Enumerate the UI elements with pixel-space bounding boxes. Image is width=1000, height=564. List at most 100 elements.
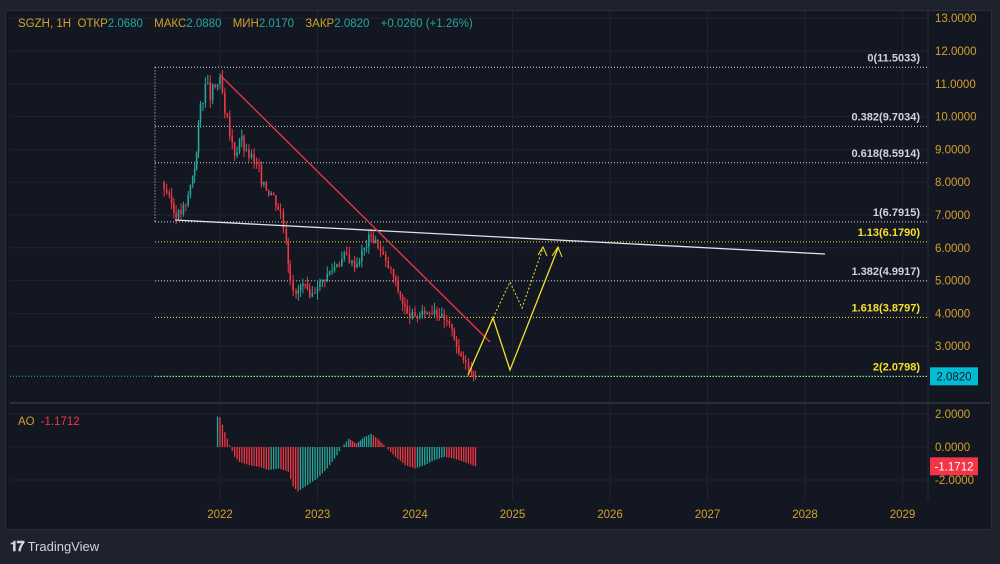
candle-body: [458, 346, 460, 353]
candle-body: [331, 270, 333, 272]
candle-body: [390, 267, 392, 269]
candle-body: [397, 280, 399, 292]
candle-body: [311, 292, 314, 297]
candle-body: [221, 77, 224, 93]
candle-body: [338, 264, 341, 266]
candle-body: [426, 312, 428, 314]
projection-path: [467, 247, 559, 376]
candle-body: [431, 313, 433, 315]
candle-body: [177, 210, 180, 219]
open-value: 2.0680: [107, 18, 143, 30]
candle-body: [470, 369, 473, 373]
ao-value-label: -1.1712: [934, 461, 973, 473]
price-tick-label: 10.0000: [935, 112, 977, 124]
candle-body: [377, 239, 379, 248]
candle-body: [308, 288, 311, 297]
ao-tick-label: -2.0000: [935, 475, 974, 487]
candle-body: [295, 290, 297, 294]
close-label: ЗАКР: [305, 18, 335, 30]
low-value: 2.0170: [258, 18, 295, 30]
candle-body: [260, 164, 263, 185]
price-tick-label: 5.0000: [935, 276, 970, 288]
time-tick-label: 2023: [305, 509, 331, 521]
candle-body: [253, 153, 255, 163]
candle-body: [306, 284, 309, 289]
candle-body: [240, 136, 243, 140]
candle-body: [433, 310, 436, 315]
candle-body: [448, 320, 451, 324]
price-tick-label: 7.0000: [935, 210, 970, 222]
candle-body: [185, 204, 187, 206]
symbol: SGZH, 1H: [18, 18, 72, 30]
candle-body: [406, 306, 408, 314]
candle-body: [416, 316, 419, 318]
candle-body: [451, 323, 453, 330]
fib-level-label: 0.382(9.7034): [852, 111, 921, 123]
candle-body: [238, 139, 241, 153]
candle-body: [358, 261, 361, 264]
candle-body: [419, 315, 421, 318]
candle-body: [438, 315, 441, 318]
candle-body: [326, 274, 329, 282]
ao-name: AO: [18, 416, 35, 428]
candle-body: [236, 152, 238, 156]
candle-body: [289, 264, 291, 281]
arrow-head-icon: [537, 245, 548, 257]
candle-body: [356, 263, 358, 268]
candle-body: [272, 193, 275, 196]
price-tick-label: 12.0000: [935, 46, 977, 58]
candle-body: [472, 372, 475, 377]
candle-body: [165, 189, 168, 193]
candle-body: [199, 103, 202, 122]
candle-body: [211, 84, 214, 101]
candle-body: [351, 260, 353, 264]
candle-body: [467, 362, 470, 370]
candle-body: [267, 190, 270, 196]
ao-tick-label: 2.0000: [935, 409, 970, 421]
candle-body: [265, 182, 268, 191]
high-value: 2.0880: [186, 18, 222, 30]
price-tick-label: 6.0000: [935, 243, 970, 255]
candle-body: [189, 184, 192, 196]
candle-body: [277, 206, 279, 210]
candle-body: [314, 292, 316, 294]
price-tick-label: 13.0000: [935, 13, 977, 25]
candle-body: [204, 83, 207, 104]
tradingview-logo[interactable]: 𝟏𝟕 TradingView: [10, 538, 99, 555]
candle-body: [443, 314, 446, 320]
ao-legend: AO -1.1712: [18, 416, 80, 428]
candle-body: [414, 312, 416, 317]
candle-body: [374, 239, 377, 242]
candle-body: [180, 210, 182, 215]
candle-body: [202, 103, 204, 105]
candle-body: [304, 283, 306, 285]
candle-body: [379, 247, 382, 252]
candle-body: [365, 246, 368, 248]
candle-body: [319, 281, 321, 288]
candle-body: [226, 113, 229, 117]
candle-body: [353, 260, 356, 268]
candle-body: [462, 356, 465, 360]
candle-body: [399, 291, 402, 297]
candle-body: [436, 310, 438, 316]
candle-body: [292, 280, 294, 291]
time-tick-label: 2028: [792, 509, 818, 521]
candle-body: [228, 116, 231, 137]
arrow-head-icon: [551, 245, 563, 258]
fib-level-label: 0(11.5033): [867, 52, 920, 64]
candle-body: [392, 268, 395, 278]
candle-body: [250, 153, 253, 158]
candle-body: [343, 252, 346, 260]
candle-body: [187, 195, 189, 206]
candle-body: [361, 250, 363, 262]
candle-body: [341, 259, 343, 266]
candle-body: [324, 279, 326, 282]
candle-body: [219, 77, 221, 85]
ao-value: -1.1712: [40, 416, 80, 428]
price-tick-label: 9.0000: [935, 144, 970, 156]
time-tick-label: 2025: [500, 509, 526, 521]
candle-body: [287, 241, 290, 265]
candle-body: [182, 204, 185, 215]
time-tick-label: 2022: [207, 509, 233, 521]
